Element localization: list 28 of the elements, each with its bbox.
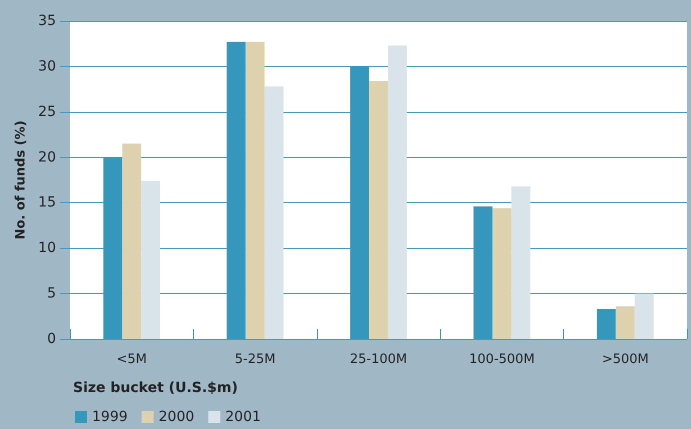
- legend-label: 1999: [92, 409, 128, 425]
- y-tick-label: 20: [38, 149, 56, 166]
- x-tick-label: 100-500M: [469, 352, 535, 367]
- bar: [492, 208, 512, 339]
- x-tick-label: >500M: [602, 352, 649, 367]
- y-tick-label: 5: [47, 286, 56, 302]
- bar: [634, 294, 654, 339]
- bar: [388, 46, 407, 339]
- y-tick-label: 15: [38, 194, 56, 211]
- bar: [122, 144, 142, 339]
- bar: [369, 80, 388, 339]
- bar: [246, 42, 265, 339]
- bar: [511, 186, 530, 339]
- legend-label: 2001: [225, 409, 261, 425]
- bar: [616, 306, 635, 339]
- y-tick-label: 25: [38, 104, 56, 120]
- y-axis-title: No. of funds (%): [13, 120, 28, 240]
- legend-label: 2000: [158, 409, 194, 425]
- y-tick-label: 30: [38, 58, 56, 74]
- bar: [264, 86, 284, 339]
- y-tick-label: 35: [38, 13, 56, 29]
- x-tick-label: <5M: [116, 352, 147, 367]
- bar: [141, 180, 160, 339]
- y-tick-label: 10: [38, 240, 56, 256]
- y-tick-label: 0: [47, 331, 56, 347]
- x-tick-label: 5-25M: [234, 352, 276, 367]
- x-axis-title: Size bucket (U.S.$m): [73, 380, 238, 396]
- x-tick-label: 25-100M: [350, 352, 408, 367]
